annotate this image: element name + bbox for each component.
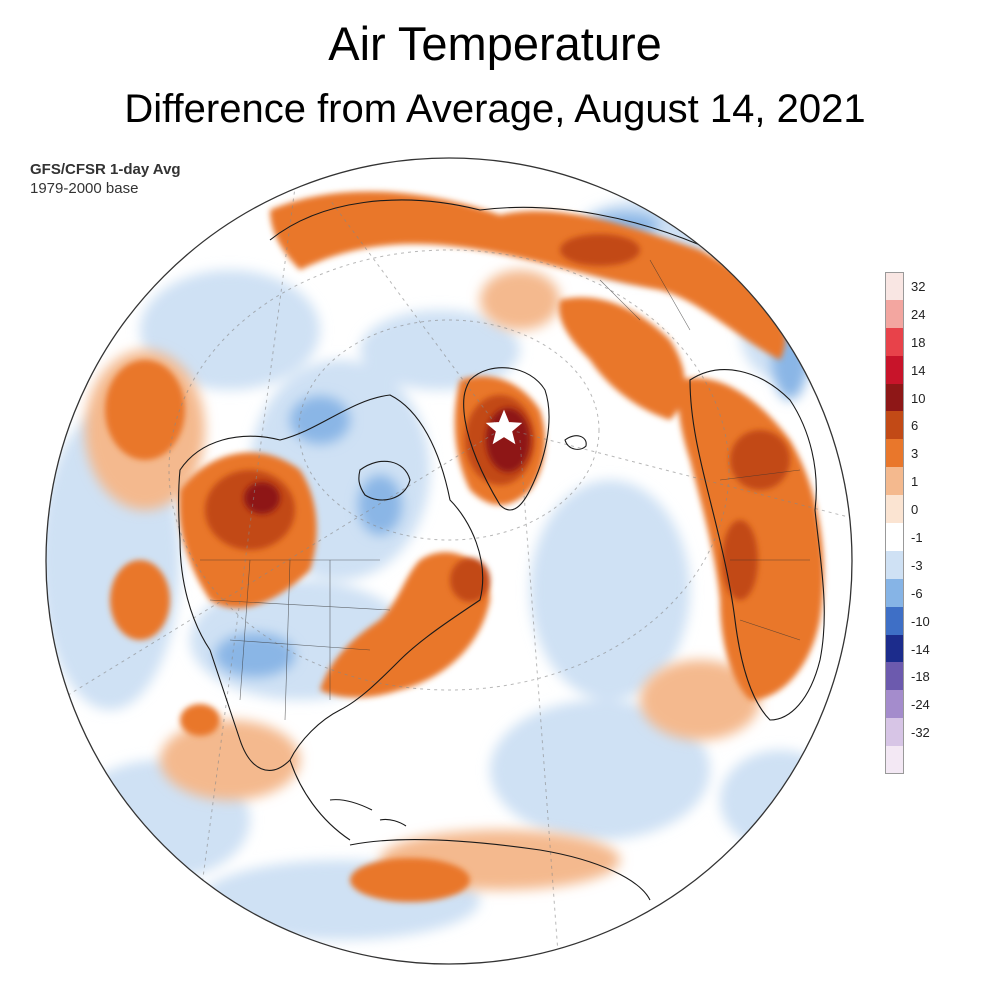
- legend-label: 6: [911, 418, 919, 434]
- legend-label: -24: [911, 697, 930, 713]
- legend-item: -18: [881, 662, 941, 691]
- legend-label: 18: [911, 334, 926, 350]
- legend-item: 14: [881, 355, 941, 384]
- legend-item: 24: [881, 299, 941, 328]
- legend-swatch: [885, 272, 904, 300]
- legend-swatch: [885, 634, 904, 663]
- legend-label: 14: [911, 362, 926, 378]
- legend-swatch: [885, 383, 904, 412]
- legend-item: 1: [881, 467, 941, 496]
- legend-label: -1: [911, 530, 923, 546]
- map-title: Air Temperature: [328, 17, 662, 70]
- map-subtitle: Difference from Average, August 14, 2021: [124, 87, 866, 131]
- cool-anomaly-cores: [215, 213, 808, 677]
- legend-label: 1: [911, 474, 919, 490]
- legend-item: 32: [881, 272, 941, 300]
- legend-item: -32: [881, 718, 941, 747]
- legend-swatch: [885, 411, 904, 440]
- legend-item: 6: [881, 411, 941, 440]
- legend-swatch: [885, 606, 904, 635]
- legend-label: 32: [911, 279, 926, 294]
- legend-label: -14: [911, 641, 930, 657]
- legend-item: 18: [881, 327, 941, 356]
- legend-label: -3: [911, 557, 923, 573]
- legend-item: -6: [881, 578, 941, 607]
- legend-swatch: [885, 718, 904, 747]
- baseline-period: 1979-2000 base: [30, 180, 139, 197]
- star-icon: [485, 409, 523, 445]
- legend-swatch: [885, 439, 904, 468]
- data-source-name: GFS/CFSR 1-day Avg: [30, 161, 181, 178]
- legend-label: 10: [911, 390, 926, 406]
- legend-swatch: [885, 746, 904, 775]
- legend-item: -14: [881, 634, 941, 663]
- legend-label: 0: [911, 502, 919, 518]
- legend-label: -10: [911, 613, 930, 629]
- legend-swatch: [885, 578, 904, 607]
- legend-item: -3: [881, 550, 941, 579]
- legend-swatch: [885, 327, 904, 356]
- globe-outline: [45, 157, 853, 965]
- legend-swatch: [885, 495, 904, 524]
- data-source-note: GFS/CFSR 1-day Avg 1979-2000 base: [30, 160, 181, 198]
- legend-swatch: [885, 690, 904, 719]
- legend-swatch: [885, 550, 904, 579]
- legend-swatch: [885, 467, 904, 496]
- legend-item: 3: [881, 439, 941, 468]
- anomaly-field: [46, 158, 852, 964]
- legend-item: -1: [881, 523, 941, 551]
- color-scale-legend: 32 24 18 14 10 6 3 1 0 -1 -3 -6 -10 -14 -18 -24 -32: [881, 272, 941, 775]
- legend-item: [881, 746, 941, 775]
- legend-label: -32: [911, 725, 930, 741]
- legend-item: -24: [881, 690, 941, 719]
- legend-item: -10: [881, 606, 941, 635]
- legend-label: 24: [911, 306, 926, 322]
- legend-item: 10: [881, 383, 941, 412]
- legend-swatch: [885, 523, 904, 551]
- legend-label: 3: [911, 446, 919, 462]
- coastlines: [177, 199, 825, 901]
- legend-swatch: [885, 662, 904, 691]
- legend-item: 0: [881, 495, 941, 524]
- legend-swatch: [885, 355, 904, 384]
- graticule-lines: [59, 158, 852, 964]
- legend-swatch: [885, 299, 904, 328]
- legend-label: -18: [911, 669, 930, 685]
- legend-label: -6: [911, 585, 923, 601]
- political-borders: [200, 259, 810, 721]
